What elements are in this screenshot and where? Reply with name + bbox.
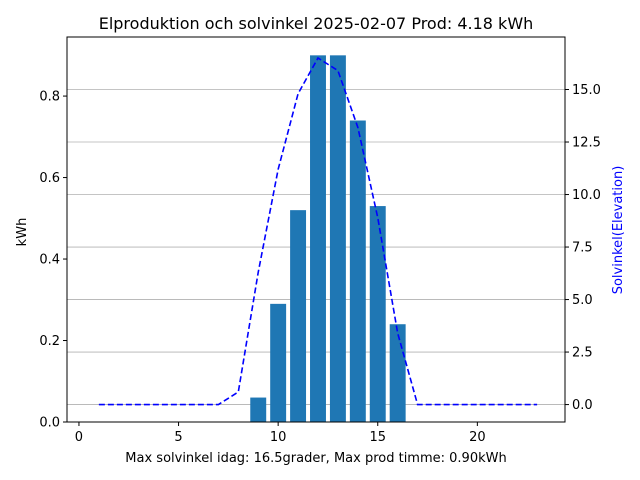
bar <box>290 210 307 422</box>
y2-tick-label: 15.0 <box>572 83 601 98</box>
y-axis-right: 0.0 2.5 5.0 7.5 10.0 12.5 15.0 <box>565 83 601 413</box>
bar <box>310 55 326 422</box>
y-tick-label: 0.2 <box>39 334 60 349</box>
y-tick-label: 0.4 <box>39 253 60 268</box>
y2-tick-label: 5.0 <box>572 293 593 308</box>
elevation-line <box>98 56 538 406</box>
y-axis-label: kWh <box>15 218 30 247</box>
y-tick-label: 0.6 <box>39 171 60 186</box>
y-tick-label: 0.8 <box>39 90 60 105</box>
x-tick-label: 5 <box>174 430 182 445</box>
x-tick-label: 0 <box>75 430 83 445</box>
bar <box>349 120 366 422</box>
y-tick-label: 0.0 <box>39 416 60 431</box>
x-tick-label: 10 <box>270 430 287 445</box>
x-tick-label: 20 <box>469 430 486 445</box>
chart-title: Elproduktion och solvinkel 2025-02-07 Pr… <box>99 14 534 33</box>
bar <box>250 397 267 422</box>
x-axis-label: Max solvinkel idag: 16.5grader, Max prod… <box>125 451 506 466</box>
x-axis: 0 5 10 15 20 <box>75 422 486 445</box>
bar <box>329 55 346 422</box>
bar <box>369 206 386 422</box>
y2-tick-label: 7.5 <box>572 241 593 256</box>
plot-frame <box>66 36 566 423</box>
x-tick-label: 15 <box>369 430 386 445</box>
y2-axis-label: Solvinkel(Elevation) <box>611 166 626 295</box>
y2-tick-label: 0.0 <box>572 398 593 413</box>
y2-tick-label: 10.0 <box>572 188 601 203</box>
bar <box>389 324 406 422</box>
y2-tick-label: 12.5 <box>572 136 601 151</box>
elevation-line-layer <box>98 56 538 406</box>
y-axis-left: 0.0 0.2 0.4 0.6 0.8 <box>39 90 67 431</box>
y2-tick-label: 2.5 <box>572 346 593 361</box>
bar <box>270 303 287 422</box>
bars <box>250 55 406 422</box>
